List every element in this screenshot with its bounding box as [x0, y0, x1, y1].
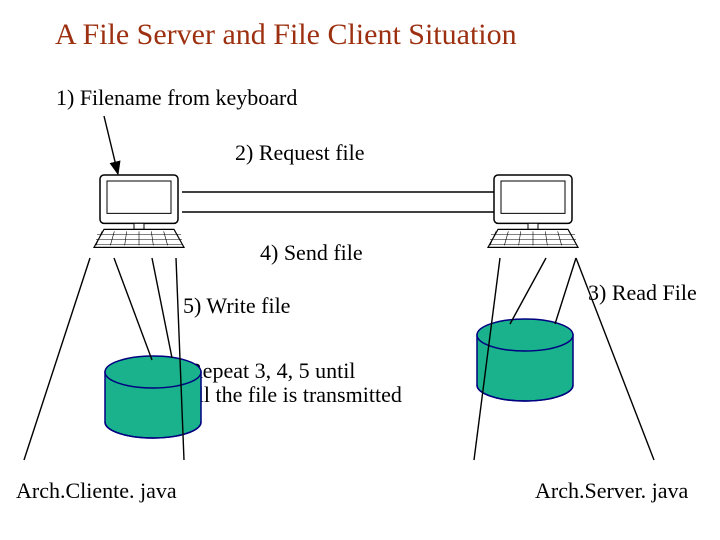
repeat-label-2: all the file is transmitted — [188, 382, 402, 408]
server-computer-icon — [488, 175, 578, 247]
server-database-icon — [477, 319, 573, 401]
line-read1 — [510, 258, 546, 324]
step4-label: 4) Send file — [260, 240, 363, 266]
page-title: A File Server and File Client Situation — [55, 18, 517, 52]
line-step1_arrow — [104, 116, 118, 174]
line-read2 — [555, 258, 576, 324]
line-write2 — [152, 258, 172, 358]
diagram-canvas — [0, 0, 720, 540]
step3-label: 3) Read File — [588, 280, 697, 306]
line-server_span1 — [474, 258, 500, 460]
client-database-icon — [105, 356, 201, 438]
server-filename: Arch.Server. java — [535, 478, 688, 504]
step2-label: 2) Request file — [235, 140, 365, 166]
line-write1 — [114, 258, 152, 360]
repeat-label-1: Repeat 3, 4, 5 until — [188, 358, 355, 384]
client-filename: Arch.Cliente. java — [16, 478, 177, 504]
client-computer-icon — [94, 175, 184, 247]
step5-label: 5) Write file — [183, 293, 290, 319]
connection-lines — [24, 116, 654, 460]
line-client_span1 — [24, 258, 90, 460]
line-client_span2 — [176, 258, 184, 460]
step1-label: 1) Filename from keyboard — [56, 85, 297, 111]
